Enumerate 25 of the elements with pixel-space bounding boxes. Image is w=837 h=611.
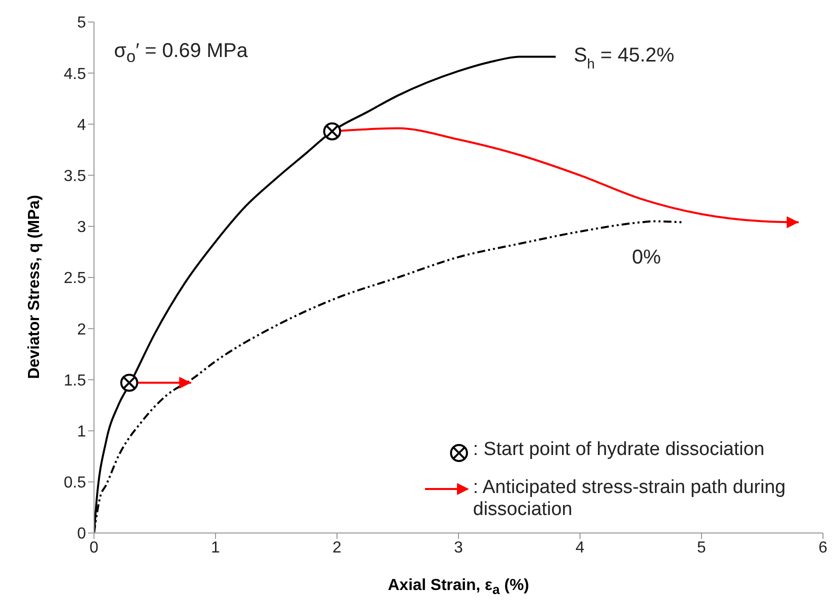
legend-label: : Anticipated stress-strain path during dissociation <box>473 477 787 521</box>
x-tick-label: 6 <box>818 539 828 556</box>
x-tick-label: 0 <box>90 539 99 556</box>
legend-label: : Start point of hydrate dissociation <box>473 439 764 461</box>
y-tick-label: 5 <box>77 14 86 32</box>
x-tick-label: 1 <box>211 539 220 556</box>
y-tick-label: 3.5 <box>64 168 86 185</box>
x-tick-label: 4 <box>576 539 585 556</box>
series-label: 0% <box>632 246 662 269</box>
y-tick-label: 1 <box>77 423 86 440</box>
x-axis-title: Axial Strain, ε$_{a}$ (%) <box>386 576 530 597</box>
y-tick-label: 4 <box>77 116 86 134</box>
x-tick-label: 3 <box>454 539 464 556</box>
y-tick-label: 3 <box>77 219 86 236</box>
annotation: σ$_{o}$′ = 0.69 MPa <box>114 40 248 67</box>
y-tick-label: 2.5 <box>64 270 86 288</box>
y-tick-label: 1.5 <box>64 372 86 390</box>
y-tick-label: 0 <box>77 526 86 543</box>
y-tick-label: 0.5 <box>64 474 86 492</box>
y-axis-title: Deviator Stress, q (MPa) <box>26 194 44 379</box>
x-tick-label: 2 <box>332 539 342 556</box>
x-tick-label: 5 <box>697 539 706 556</box>
y-tick-label: 2 <box>77 321 86 338</box>
y-tick-label: 4.5 <box>64 66 86 83</box>
series-label: S$_{h}$ = 45.2% <box>574 45 675 72</box>
